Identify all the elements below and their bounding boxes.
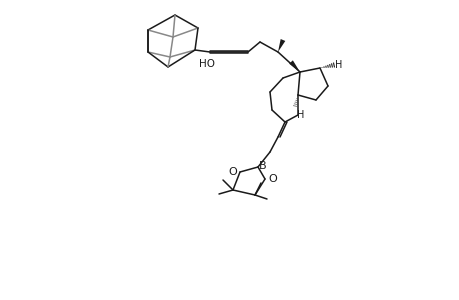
Text: B: B: [258, 161, 266, 171]
Text: O: O: [268, 174, 276, 184]
Polygon shape: [289, 60, 299, 72]
Text: O: O: [228, 167, 236, 177]
Polygon shape: [277, 39, 285, 52]
Text: H: H: [334, 60, 341, 70]
Text: HO: HO: [199, 59, 214, 69]
Text: H: H: [297, 110, 304, 120]
